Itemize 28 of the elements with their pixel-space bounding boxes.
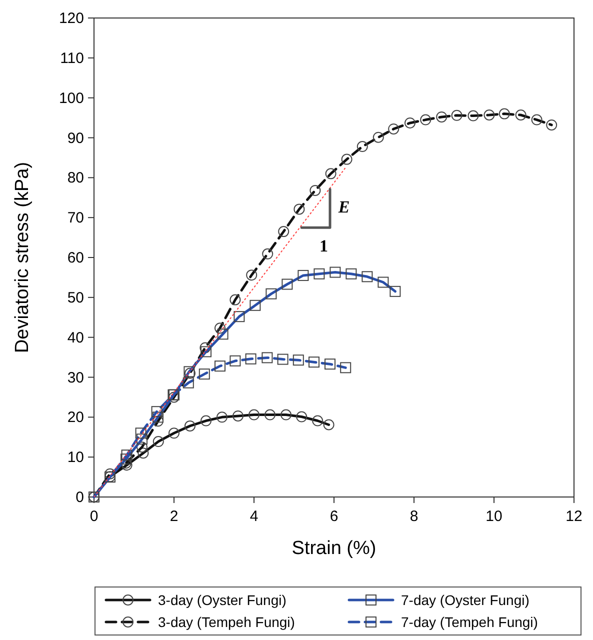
x-tick-label: 2 bbox=[170, 508, 178, 525]
y-tick-label: 100 bbox=[58, 90, 84, 107]
y-tick-label: 70 bbox=[67, 210, 84, 227]
legend-label: 3-day (Tempeh Fungi) bbox=[158, 614, 295, 630]
legend-label: 3-day (Oyster Fungi) bbox=[158, 592, 286, 608]
x-tick-label: 4 bbox=[250, 508, 258, 525]
y-tick-label: 120 bbox=[58, 10, 84, 27]
x-tick-label: 12 bbox=[566, 508, 582, 525]
y-tick-label: 0 bbox=[76, 489, 84, 506]
y-tick-label: 90 bbox=[67, 130, 84, 147]
x-tick-label: 8 bbox=[410, 508, 418, 525]
y-tick-label: 30 bbox=[67, 369, 84, 386]
y-tick-label: 40 bbox=[67, 329, 84, 346]
y-tick-label: 80 bbox=[67, 170, 84, 187]
annotation: E bbox=[337, 197, 350, 216]
x-tick-label: 0 bbox=[90, 508, 98, 525]
y-tick-label: 20 bbox=[67, 409, 84, 426]
y-tick-label: 60 bbox=[67, 250, 84, 266]
y-tick-label: 50 bbox=[67, 289, 84, 306]
annotation: 1 bbox=[320, 236, 328, 256]
legend-label: 7-day (Tempeh Fungi) bbox=[401, 614, 538, 630]
x-axis-title: Strain (%) bbox=[292, 538, 376, 559]
x-tick-label: 6 bbox=[330, 508, 338, 525]
y-axis-title: Deviatoric stress (kPa) bbox=[12, 162, 33, 354]
y-tick-label: 10 bbox=[67, 449, 84, 466]
y-tick-label: 110 bbox=[60, 50, 84, 67]
x-tick-label: 10 bbox=[486, 508, 502, 525]
legend-label: 7-day (Oyster Fungi) bbox=[401, 592, 530, 608]
